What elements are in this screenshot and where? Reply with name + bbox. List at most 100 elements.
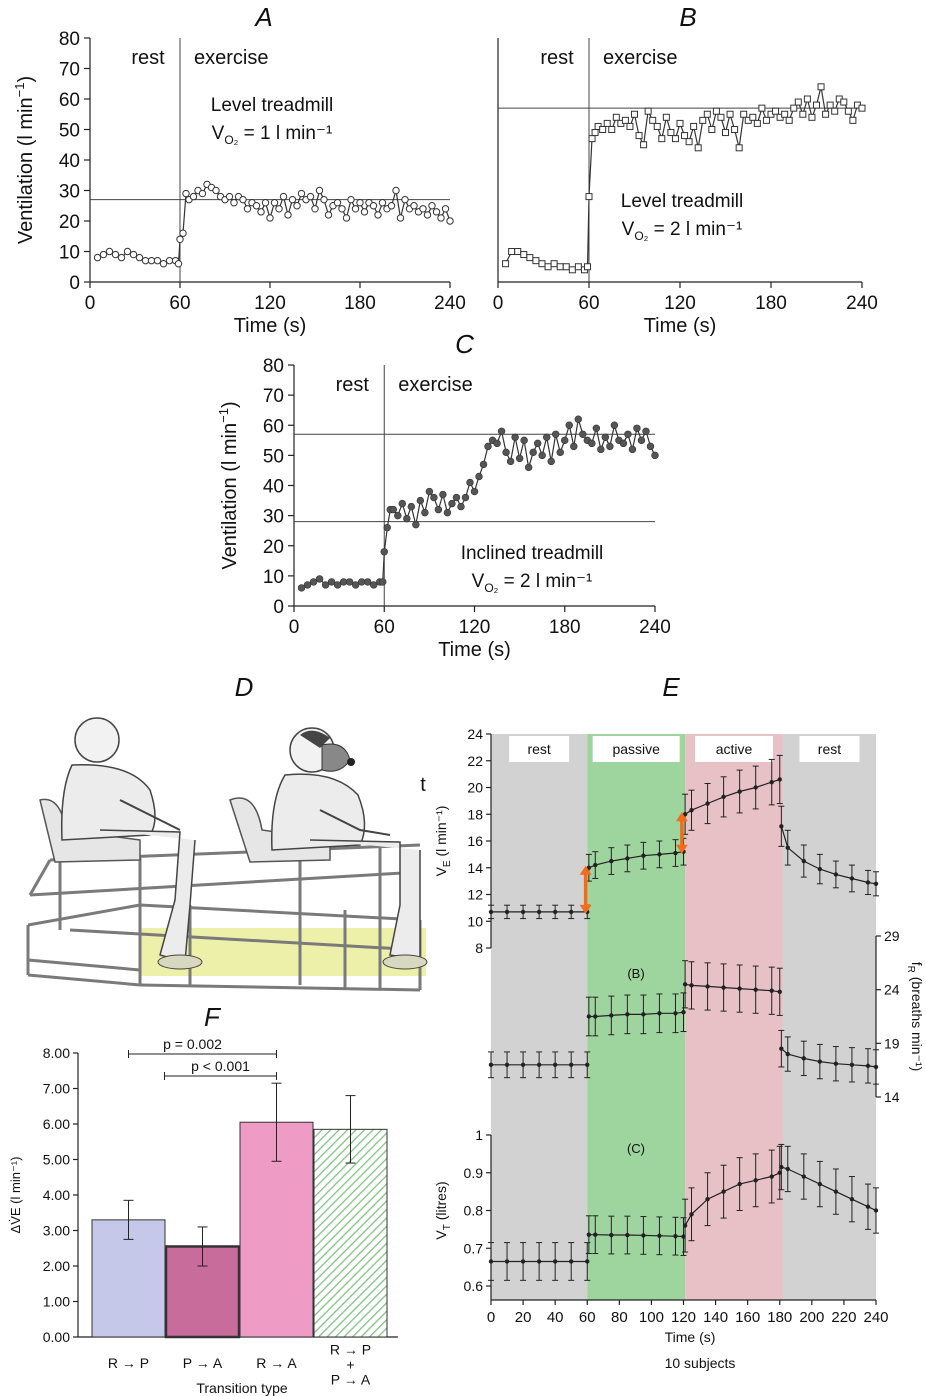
y-tick-label: 0.7: [464, 1240, 484, 1256]
data-point: [568, 266, 576, 274]
y-axis-label: VE (l min⁻¹): [433, 806, 453, 877]
y-axis-label-group: fR (breaths min⁻¹): [905, 962, 925, 1072]
data-point: [303, 581, 312, 589]
data-point: [808, 113, 816, 121]
data-point: [785, 1051, 790, 1057]
data-point: [588, 439, 596, 448]
annotation-sub: O₂: [224, 133, 238, 147]
x-tick-label: 60: [374, 617, 395, 638]
y-tick-label: 70: [59, 60, 80, 81]
data-point: [439, 490, 447, 499]
category-label: +: [346, 1357, 354, 1373]
data-point: [457, 502, 465, 511]
x-tick-label: 180: [549, 617, 581, 638]
data-point: [749, 113, 757, 121]
significance-label: p = 0.002: [163, 1036, 222, 1052]
data-point: [840, 98, 848, 106]
x-tick-label: 180: [767, 1309, 792, 1326]
person-right-torso: [271, 773, 366, 851]
panel-d: Dt: [26, 672, 428, 992]
data-point: [520, 1259, 526, 1264]
data-point: [524, 463, 533, 472]
data-point: [583, 263, 591, 271]
data-point: [356, 199, 364, 207]
data-point: [569, 1062, 574, 1068]
data-point: [612, 113, 620, 121]
y-axis-label-group: VT (litres): [433, 1181, 453, 1239]
data-point: [619, 439, 628, 448]
data-point: [504, 909, 510, 915]
data-point: [624, 430, 632, 438]
data-point: [526, 254, 534, 262]
data-point: [261, 199, 270, 207]
data-point: [443, 508, 452, 517]
data-point: [321, 581, 330, 589]
panel-letter: A: [253, 2, 272, 32]
data-point: [593, 1232, 598, 1237]
x-tick-label: 240: [434, 293, 466, 314]
data-point: [532, 257, 540, 265]
data-point: [865, 1204, 871, 1209]
data-point: [799, 110, 807, 118]
data-point: [579, 430, 587, 438]
data-point: [401, 195, 409, 204]
data-point: [597, 445, 605, 454]
data-point: [873, 1208, 879, 1213]
y-tick-label: 29: [884, 928, 900, 944]
data-point: [682, 982, 688, 987]
data-point: [753, 987, 758, 992]
y-axis-label: VT (litres): [433, 1181, 453, 1239]
y-tick-label: 30: [263, 507, 284, 528]
category-label: R → P: [108, 1355, 149, 1371]
data-point: [570, 442, 578, 451]
y-tick-label: 0.6: [464, 1278, 484, 1294]
data-point: [574, 415, 582, 423]
data-point: [475, 472, 483, 481]
data-point: [849, 1062, 855, 1068]
x-axis-label: Time (s): [644, 315, 717, 337]
data-point: [585, 1259, 590, 1264]
data-point: [721, 985, 726, 990]
data-point: [737, 986, 742, 991]
y-tick-label: 2.00: [43, 1258, 70, 1274]
data-point: [225, 192, 234, 201]
y-tick-label: 0: [273, 597, 284, 618]
shoe-right: [382, 954, 428, 970]
data-point: [153, 256, 162, 265]
data-point: [105, 247, 114, 256]
data-point: [657, 1233, 662, 1238]
arrow-head-icon: [579, 904, 592, 914]
data-point: [712, 107, 720, 115]
data-point: [320, 195, 328, 204]
y-axis-label: Ventilation (l min−1): [12, 76, 37, 244]
data-point: [284, 211, 292, 219]
phase-label-box: [509, 736, 570, 762]
data-point: [430, 493, 438, 502]
subplot-label: (C): [627, 1141, 645, 1156]
y-tick-label: 50: [59, 121, 80, 142]
data-point: [817, 83, 825, 91]
headgear-icon: [300, 730, 330, 748]
data-point: [239, 195, 247, 204]
data-point: [374, 211, 382, 219]
person-left-arm: [119, 799, 181, 831]
data-point: [801, 858, 807, 864]
data-point: [606, 442, 614, 451]
y-tick-label: 1.00: [43, 1294, 70, 1310]
annotation-sub: O₂: [634, 229, 648, 243]
phase-label-box: [592, 736, 680, 762]
data-point: [309, 578, 318, 586]
data-point: [831, 107, 839, 115]
data-point: [699, 116, 707, 124]
phase-label-rest: rest: [131, 47, 165, 69]
x-tick-label: 60: [169, 293, 190, 314]
data-point: [378, 199, 387, 207]
data-point: [671, 135, 679, 143]
data-point: [635, 132, 643, 140]
data-point: [785, 845, 790, 850]
data-point: [407, 502, 416, 511]
y-tick-label: 60: [263, 416, 284, 437]
x-tick-label: 60: [579, 1309, 596, 1326]
y-tick-label: 60: [59, 90, 80, 111]
data-point: [673, 1011, 678, 1016]
